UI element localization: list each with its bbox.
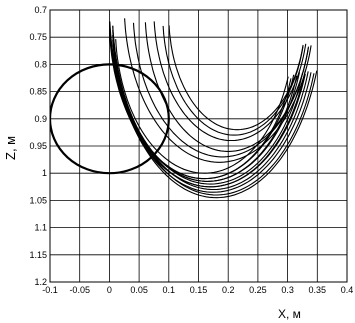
x-tick-label: 0.05 <box>130 285 148 295</box>
x-tick-label: 0 <box>107 285 112 295</box>
trajectory-curve <box>109 29 301 182</box>
y-tick-label: 0.8 <box>34 59 47 69</box>
x-tick-label: 0.15 <box>190 285 208 295</box>
y-tick-label: 1 <box>42 168 47 178</box>
trajectory-curve <box>162 25 304 136</box>
x-tick-label: 0.1 <box>163 285 176 295</box>
trajectory-curve <box>115 39 289 174</box>
x-axis-title: X, м <box>278 307 301 321</box>
y-tick-label: 1.05 <box>29 195 47 205</box>
x-tick-label: 0.3 <box>281 285 294 295</box>
y-tick-label: 1.15 <box>29 250 47 260</box>
y-tick-label: 1.2 <box>34 277 47 287</box>
trajectory-curve <box>124 18 312 163</box>
x-tick-label: 0.35 <box>309 285 327 295</box>
x-tick-labels: -0.1 -0.05 0 0.05 0.1 0.15 0.2 0.25 0.3 0.35 0.4 <box>42 285 353 295</box>
trajectory-curve <box>168 25 304 131</box>
series-group <box>50 18 318 199</box>
y-tick-label: 0.7 <box>34 5 47 15</box>
trajectory-curve <box>153 21 307 142</box>
x-tick-label: 0.4 <box>341 285 354 295</box>
y-tick-label: 0.9 <box>34 114 47 124</box>
y-tick-label: 0.75 <box>29 32 47 42</box>
y-tick-label: 0.85 <box>29 87 47 97</box>
trajectory-curve <box>144 22 310 152</box>
trajectory-curve <box>109 21 318 199</box>
plot-frame <box>49 9 348 283</box>
circle-boundary <box>50 63 170 175</box>
x-tick-label: 0.2 <box>222 285 235 295</box>
x-tick-label: -0.1 <box>42 285 58 295</box>
y-tick-label: 1.1 <box>34 223 47 233</box>
trajectory-curve <box>112 26 315 196</box>
y-axis-title: Z, м <box>3 136 18 160</box>
y-tick-label: 0.95 <box>29 141 47 151</box>
y-tick-labels: 0.7 0.75 0.8 0.85 0.9 0.95 1 1.05 1.1 1.15 1.2 <box>29 5 47 287</box>
x-tick-label: -0.05 <box>69 285 90 295</box>
x-tick-label: 0.25 <box>249 285 267 295</box>
